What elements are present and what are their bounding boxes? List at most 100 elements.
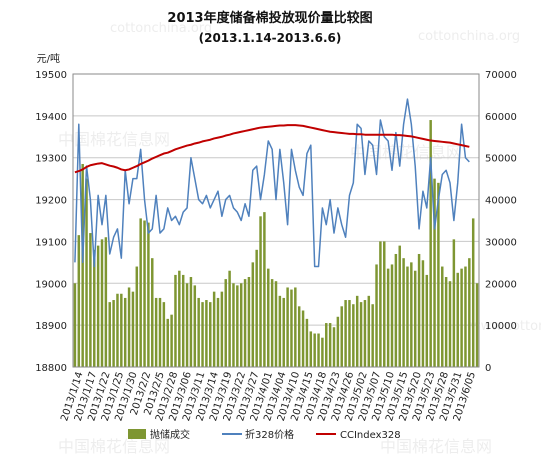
bar <box>170 314 173 367</box>
bar <box>251 262 255 367</box>
bar <box>363 300 367 367</box>
y-left-unit: 元/吨 <box>37 52 60 65</box>
bar <box>367 295 371 367</box>
bar <box>309 331 313 367</box>
bar <box>212 291 216 367</box>
bar <box>471 218 475 367</box>
y-right-axis: 0 10000 20000 30000 40000 50000 60000 70000 <box>485 70 517 374</box>
bar <box>313 333 316 367</box>
watermark-1: cottonchina.org <box>110 21 212 36</box>
bar <box>255 249 258 367</box>
bar <box>120 293 123 367</box>
bar <box>325 323 328 367</box>
bar <box>402 258 405 367</box>
bar <box>96 245 100 367</box>
y-right-tick-label: 70000 <box>485 70 517 81</box>
bar <box>475 283 479 367</box>
bar <box>174 274 177 367</box>
bar <box>178 270 181 367</box>
y-right-tick-label: 60000 <box>485 112 517 123</box>
bar <box>297 306 301 367</box>
bar <box>154 297 158 367</box>
bar <box>413 270 417 367</box>
bar <box>267 268 270 367</box>
bar <box>355 295 359 367</box>
y-left-tick-label: 19000 <box>35 279 67 290</box>
bar-series <box>73 120 479 368</box>
bar <box>294 287 297 367</box>
bar <box>127 287 131 367</box>
bar <box>123 297 127 367</box>
y-right-tick-label: 30000 <box>485 237 517 248</box>
bar <box>201 302 204 367</box>
bar <box>85 178 88 367</box>
bar <box>243 279 247 367</box>
bar <box>421 260 425 367</box>
bar <box>278 295 282 367</box>
bar <box>224 279 227 367</box>
bar <box>460 268 463 367</box>
bar <box>348 300 351 367</box>
bar <box>398 245 401 367</box>
bar <box>135 266 139 367</box>
watermark-6: 中国棉花信息网 <box>58 437 170 454</box>
bar <box>464 266 467 367</box>
bar <box>379 241 382 367</box>
bar <box>352 304 355 367</box>
legend-label-ccindex: CCIndex328 <box>340 430 401 441</box>
bar <box>108 302 111 367</box>
bar <box>228 270 231 367</box>
bar <box>77 235 81 367</box>
x-axis: 2013/1/142013/1/172013/1/222013/1/252013… <box>59 371 478 423</box>
bar <box>89 233 92 367</box>
bar <box>290 289 293 367</box>
bar <box>270 279 274 367</box>
y-right-tick-label: 10000 <box>485 321 517 332</box>
bar <box>444 277 448 367</box>
bar <box>209 302 212 367</box>
bar <box>340 306 343 367</box>
bar <box>197 297 200 367</box>
bar <box>236 285 239 367</box>
bar <box>441 266 444 367</box>
bar <box>448 281 452 367</box>
bar <box>425 274 429 367</box>
bar <box>386 268 390 367</box>
bar <box>410 262 413 367</box>
bar <box>193 285 197 367</box>
bar <box>452 239 456 367</box>
bar <box>301 310 305 367</box>
bar <box>371 304 374 367</box>
watermark-2: cottonchina.org <box>418 29 520 44</box>
bar <box>189 277 193 367</box>
y-left-tick-label: 18900 <box>35 321 67 332</box>
y-left-tick-label: 19500 <box>35 70 67 81</box>
bar <box>158 297 162 367</box>
bar <box>139 218 142 367</box>
y-left-tick-label: 19100 <box>35 237 67 248</box>
bar <box>344 300 347 367</box>
bar <box>286 287 289 367</box>
legend-label-price: 折328价格 <box>245 428 294 441</box>
y-left-axis: 18800 18900 19000 19100 19200 19300 19400 19500 <box>35 70 67 374</box>
bar <box>321 337 324 367</box>
bar <box>375 264 378 367</box>
series-line <box>74 124 470 174</box>
bar <box>104 237 108 367</box>
y-left-tick-label: 19400 <box>35 112 67 123</box>
bar <box>131 291 135 367</box>
bar <box>282 297 285 367</box>
y-right-tick-label: 50000 <box>485 154 517 165</box>
y-left-tick-label: 18800 <box>35 363 67 374</box>
y-right-tick-label: 40000 <box>485 196 517 207</box>
y-right-tick-label: 20000 <box>485 279 517 290</box>
bar <box>332 327 336 367</box>
bar <box>383 241 386 367</box>
watermark-7: 中国棉花信息网 <box>380 437 492 454</box>
bar <box>417 253 421 367</box>
watermark-5: www.cottonchina.org <box>470 319 541 334</box>
bar <box>274 281 278 367</box>
bar <box>317 333 320 367</box>
legend-label-bar: 抛储成交 <box>150 428 190 441</box>
